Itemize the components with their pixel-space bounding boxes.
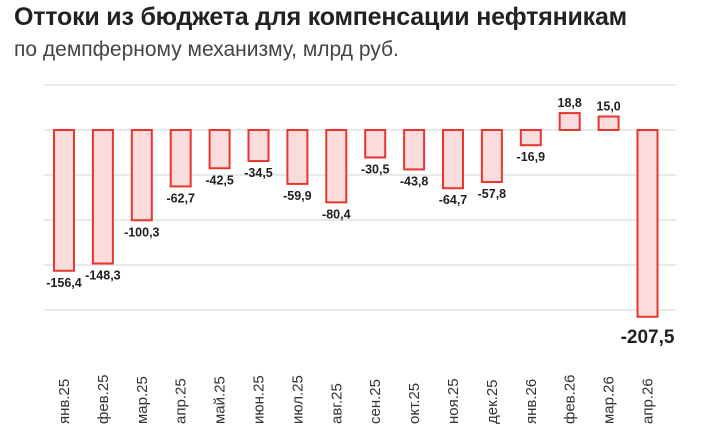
value-label: -30,5 — [361, 162, 390, 176]
bar — [169, 129, 192, 188]
bar — [53, 129, 75, 272]
x-tick-label: фев.25 — [95, 374, 112, 424]
value-label: -42,5 — [205, 173, 234, 187]
x-tick-label: мар.26 — [601, 376, 618, 424]
x-tick-label: апр.26 — [640, 378, 657, 424]
bar — [636, 129, 659, 318]
bar — [403, 129, 426, 171]
x-tick-label: май.25 — [212, 376, 229, 424]
x-tick-label: янв.25 — [56, 379, 73, 424]
value-label: 15,0 — [596, 100, 620, 114]
x-tick-label: июн.25 — [251, 375, 268, 424]
x-tick-label: янв.26 — [523, 379, 540, 424]
value-label: -80,4 — [322, 207, 351, 221]
value-label: -59,9 — [283, 189, 312, 203]
bar — [325, 129, 348, 204]
bars — [53, 112, 659, 318]
value-label: -34,5 — [244, 166, 273, 180]
value-label: -62,7 — [166, 191, 195, 205]
bar — [247, 129, 270, 163]
bar — [480, 129, 503, 184]
value-label: -207,5 — [621, 327, 675, 348]
bar — [519, 129, 542, 147]
chart-subtitle: по демпферному механизму, млрд руб. — [14, 38, 399, 61]
x-tick-label: окт.25 — [406, 383, 423, 424]
value-label: -57,8 — [478, 187, 507, 201]
value-label: -16,9 — [517, 150, 546, 164]
x-axis-tick-labels: янв.25 фев.25 мар.25 апр.25 май.25 июн.25 июл.… — [56, 374, 657, 424]
x-tick-label: сен.25 — [367, 379, 384, 424]
value-label: -148,3 — [85, 268, 120, 282]
bar — [208, 129, 231, 170]
chart-title: Оттоки из бюджета для компенсации нефтян… — [14, 3, 627, 31]
bar — [558, 112, 581, 132]
value-label: -64,7 — [439, 193, 468, 207]
x-tick-label: апр.25 — [173, 378, 190, 424]
bar — [597, 115, 620, 131]
value-label: 18,8 — [558, 96, 582, 110]
value-labels: -156,4 -148,3 -100,3 -62,7 -42,5 -34,5 -59,9 -8… — [46, 96, 675, 348]
x-tick-label: фев.26 — [562, 374, 579, 424]
x-tick-label: мар.25 — [134, 376, 151, 424]
bar — [442, 129, 464, 190]
bar — [286, 129, 309, 185]
x-tick-label: авг.25 — [328, 383, 345, 424]
value-label: -100,3 — [124, 225, 159, 239]
x-tick-label: ноя.25 — [445, 378, 462, 424]
bar — [91, 129, 114, 265]
value-label: -156,4 — [46, 276, 81, 290]
x-tick-label: дек.25 — [484, 379, 501, 424]
x-tick-label: июл.25 — [289, 375, 306, 424]
bar — [364, 129, 387, 159]
bar — [130, 129, 153, 222]
value-label: -43,8 — [400, 174, 429, 188]
